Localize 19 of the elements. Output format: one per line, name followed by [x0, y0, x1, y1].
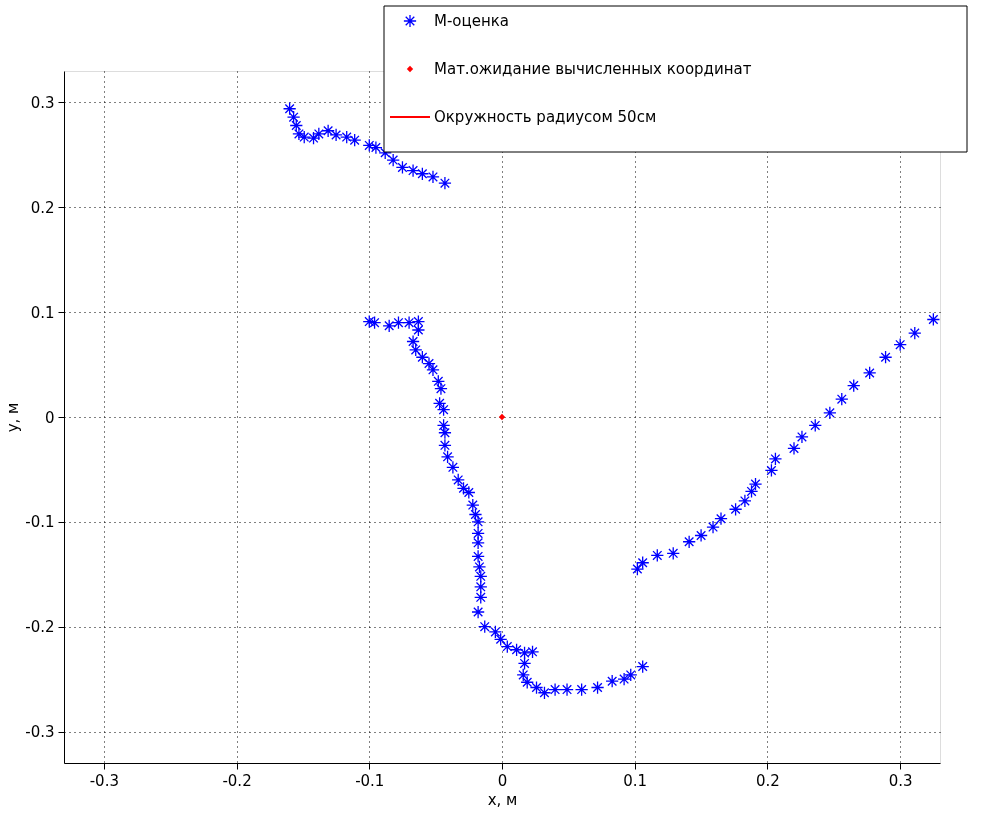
x-tick-label: -0.2 — [222, 771, 252, 790]
x-tick-label: 0.3 — [888, 771, 913, 790]
y-tick-label: -0.1 — [25, 513, 55, 532]
y-tick-label: 0.1 — [30, 303, 55, 322]
y-axis-title: y, м — [4, 402, 23, 433]
y-tick-label: -0.2 — [25, 618, 55, 637]
y-tick-label: 0.2 — [30, 198, 55, 217]
x-axis-title: x, м — [487, 790, 518, 809]
x-tick-label: 0 — [497, 771, 508, 790]
y-tick-label: -0.3 — [25, 723, 55, 742]
legend-label: Окружность радиусом 50см — [434, 108, 657, 126]
legend-label: Мат.ожидание вычисленных координат — [434, 60, 752, 78]
y-tick-label: 0.3 — [30, 93, 55, 112]
x-tick-label: 0.1 — [623, 771, 648, 790]
x-tick-label: 0.2 — [756, 771, 780, 790]
x-tick-label: -0.1 — [355, 771, 385, 790]
legend-label: М-оценка — [434, 12, 510, 30]
y-tick-label: 0 — [44, 408, 55, 427]
x-tick-label: -0.3 — [89, 771, 119, 790]
